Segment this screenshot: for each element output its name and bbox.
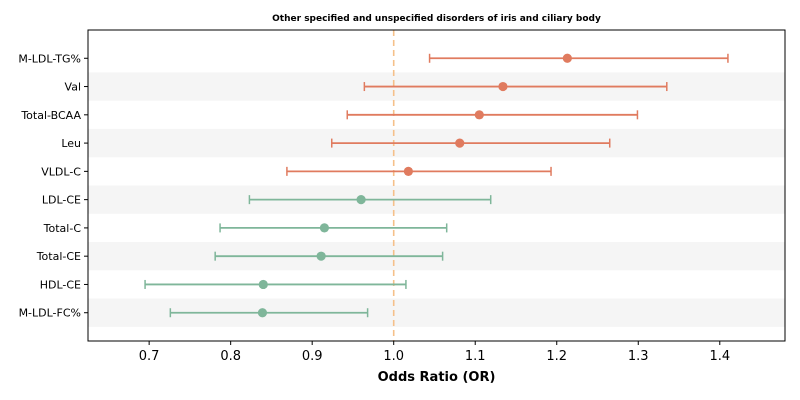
ci-M-LDL-FC% xyxy=(169,308,369,318)
ci-HDL-CE xyxy=(144,279,407,289)
point-Leu xyxy=(455,138,465,148)
x-tick-label: 1.4 xyxy=(709,349,730,364)
ci-Leu xyxy=(330,138,611,148)
point-estimates xyxy=(257,53,572,318)
ci-Total-C xyxy=(219,223,448,233)
y-label: M-LDL-FC% xyxy=(19,307,81,320)
ci-Total-CE xyxy=(214,251,444,261)
ci-VLDL-C xyxy=(286,166,552,176)
ci-M-LDL-TG% xyxy=(428,53,729,63)
y-label: Leu xyxy=(61,137,81,150)
y-label: Val xyxy=(65,81,81,94)
point-HDL-CE xyxy=(258,279,268,290)
ci-Total-BCAA xyxy=(346,110,639,120)
point-Total-BCAA xyxy=(474,110,484,120)
point-Total-CE xyxy=(316,251,326,261)
point-VLDL-C xyxy=(403,166,413,176)
plot-frame xyxy=(87,29,786,342)
x-tick-label: 1.3 xyxy=(628,349,649,364)
point-M-LDL-FC% xyxy=(257,308,268,318)
point-LDL-CE xyxy=(356,195,366,205)
point-M-LDL-TG% xyxy=(562,53,572,63)
x-tick-label: 0.7 xyxy=(139,349,160,364)
x-tick-label: 0.8 xyxy=(220,349,241,364)
x-tick-label: 1.1 xyxy=(465,349,486,364)
confidence-intervals xyxy=(144,53,729,318)
x-tick-label: 0.9 xyxy=(302,349,323,364)
x-tick-label: 1.2 xyxy=(546,349,567,364)
ci-LDL-CE xyxy=(248,195,492,205)
y-label: VLDL-C xyxy=(41,165,81,178)
point-Total-C xyxy=(319,223,330,233)
y-axis-labels: M-LDL-TG% Val Total-BCAA Leu VLDL-C LDL-CE Tot… xyxy=(18,52,88,320)
y-label: LDL-CE xyxy=(42,194,81,207)
x-tick-label: 1.0 xyxy=(383,349,404,364)
x-axis-label: Odds Ratio (OR) xyxy=(378,370,496,385)
point-Val xyxy=(498,81,508,92)
y-label: Total-CE xyxy=(36,250,81,263)
y-label: M-LDL-TG% xyxy=(18,52,81,65)
chart-title: Other specified and unspecified disorder… xyxy=(272,14,601,24)
x-axis: 0.7 0.8 0.9 1.0 1.1 1.2 1.3 1.4 xyxy=(139,341,730,364)
ci-Val xyxy=(363,82,668,92)
y-label: HDL-CE xyxy=(40,278,81,291)
y-label: Total-BCAA xyxy=(20,109,81,122)
y-label: Total-C xyxy=(43,222,82,235)
